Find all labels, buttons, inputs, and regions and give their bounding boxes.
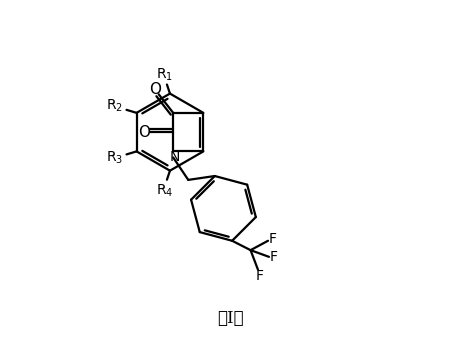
Text: N: N xyxy=(169,150,180,164)
Text: O: O xyxy=(149,82,161,97)
Text: F: F xyxy=(270,250,278,264)
Text: F: F xyxy=(255,269,264,283)
Text: （I）: （I） xyxy=(217,310,244,327)
Text: R$_4$: R$_4$ xyxy=(156,183,173,199)
Text: R$_2$: R$_2$ xyxy=(106,98,123,114)
Text: F: F xyxy=(269,232,277,246)
Text: R$_3$: R$_3$ xyxy=(106,150,123,166)
Text: R$_1$: R$_1$ xyxy=(156,66,173,83)
Text: O: O xyxy=(137,125,150,140)
